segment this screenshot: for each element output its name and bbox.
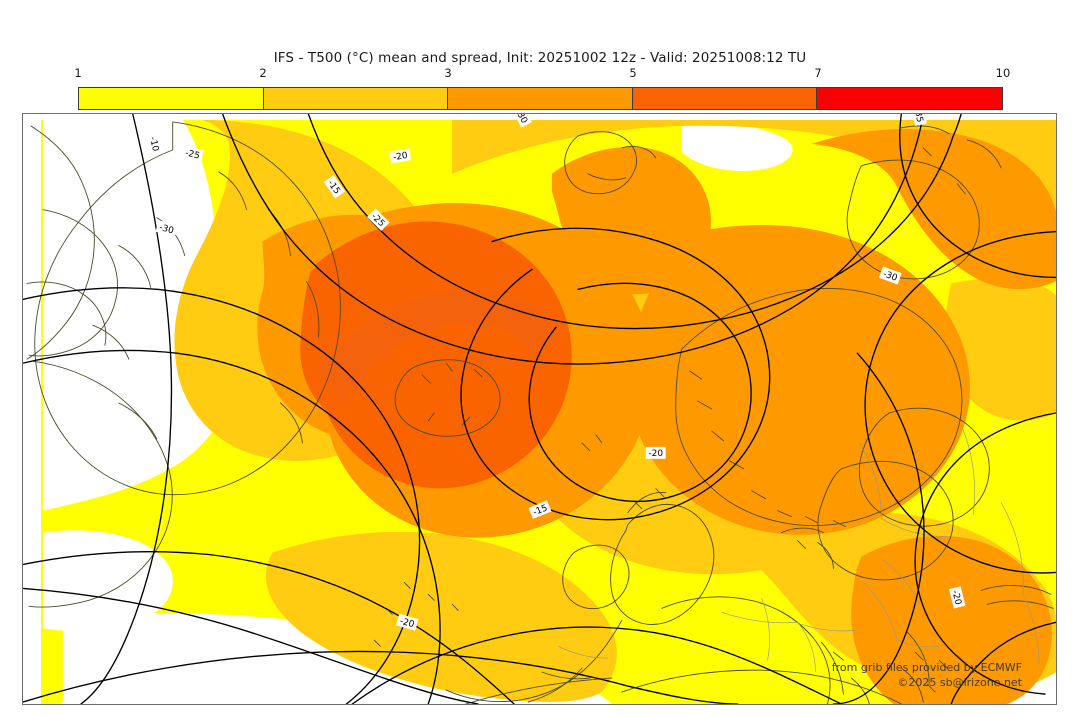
colorbar-tick-1: 1 xyxy=(74,66,82,80)
contour-label-minus20-c: -20 xyxy=(396,613,419,631)
coastline-layer xyxy=(26,121,1054,704)
svg-text:-20: -20 xyxy=(949,589,962,606)
spread-shading-layer xyxy=(40,119,1056,704)
colorbar-tick-10: 10 xyxy=(995,66,1011,80)
contour-minus10-left xyxy=(80,114,173,704)
page-title: IFS - T500 (°C) mean and spread, Init: 2… xyxy=(273,50,807,66)
coastline-greece xyxy=(900,631,948,703)
coastline-norway-fjords xyxy=(689,370,846,528)
contour-bottom-long xyxy=(23,650,739,704)
spread-streak-core xyxy=(316,254,481,390)
svg-text:-25: -25 xyxy=(184,148,201,161)
contour-label-minus30-b: -30 xyxy=(155,220,178,238)
contour-minus30-right xyxy=(864,230,1056,574)
contour-inner-loop-a xyxy=(460,227,771,521)
coastline-fjl xyxy=(900,125,1002,195)
svg-text:-20: -20 xyxy=(392,151,408,163)
contour-label-layer: -10 -15 -20 -25 xyxy=(146,114,966,631)
contour-label-minus25: -25 xyxy=(181,145,204,163)
contour-minus20-se xyxy=(832,352,925,704)
contour-label-minus20-d: -20 xyxy=(948,586,966,609)
colorbar xyxy=(78,87,1003,110)
coastline-norway xyxy=(675,288,963,527)
contour-label-minus30-right: -30 xyxy=(878,266,902,285)
coastline-svalbard-2 xyxy=(587,145,657,181)
svg-text:-30: -30 xyxy=(881,269,898,283)
colorbar-tick-2: 2 xyxy=(259,66,267,80)
coastline-greenland xyxy=(34,121,341,496)
coastline-mediterranean xyxy=(621,669,902,704)
coastline-britain xyxy=(610,503,715,625)
coastline-iceland-detail xyxy=(421,362,483,426)
coastline-italy xyxy=(821,641,870,704)
spread-streak-deep xyxy=(318,289,558,406)
svg-text:-20: -20 xyxy=(398,617,415,631)
coastline-faroes xyxy=(581,434,603,452)
map-svg: -10 -15 -20 -25 xyxy=(23,114,1056,704)
contour-layer xyxy=(23,114,1056,704)
coastline-north-africa xyxy=(464,677,613,704)
coastline-iceland xyxy=(394,359,501,437)
contour-minus25 xyxy=(23,287,421,704)
coastline-hudson xyxy=(26,281,107,346)
coastline-iberia xyxy=(527,667,591,703)
colorbar-band-1-2 xyxy=(79,88,264,109)
spread-band-orange-scandi xyxy=(611,224,970,535)
colorbar-tick-5: 5 xyxy=(629,66,637,80)
contour-label-minus20-b: -20 xyxy=(645,446,666,459)
contour-label-minus10: -10 xyxy=(146,132,163,155)
colorbar-band-7-10 xyxy=(817,88,1002,109)
colorbar-band-3-5 xyxy=(448,88,633,109)
coastline-west-europe xyxy=(661,596,831,704)
colorbar-band-5-7 xyxy=(632,88,818,109)
contour-label-minus35: -35 xyxy=(911,114,927,126)
border-scandinavia xyxy=(859,442,948,537)
coastline-novaya-zemlya xyxy=(846,159,980,280)
contour-inner-loop-b xyxy=(528,282,752,502)
contour-minus15-lower xyxy=(351,626,843,704)
spread-band-orange-ne xyxy=(811,128,1056,290)
border-balkans xyxy=(863,558,940,648)
spread-band-gold-scandi xyxy=(452,119,1056,274)
spread-band-gold-south xyxy=(265,531,617,702)
coastline-canada xyxy=(26,125,95,360)
coastline-baffin xyxy=(28,209,118,357)
border-finland-russia xyxy=(960,424,975,515)
spread-band-orange-sea xyxy=(551,147,711,295)
coastline-svalbard xyxy=(564,131,637,195)
spread-band-gold-far-right xyxy=(944,278,1056,421)
contour-minus30-main xyxy=(23,349,441,704)
contour-far-right-bottom xyxy=(950,621,1056,704)
coastline-labrador xyxy=(28,360,173,608)
contour-label-minus30-a: -30 xyxy=(512,114,533,128)
spread-gap-west xyxy=(42,530,173,631)
svg-text:-30: -30 xyxy=(513,114,529,126)
svg-text:-30: -30 xyxy=(158,223,175,237)
contour-minus15-upper xyxy=(221,114,924,365)
contour-right-lower xyxy=(914,412,1056,695)
coastline-black-sea xyxy=(980,585,1054,609)
svg-text:-10: -10 xyxy=(147,136,160,153)
coastline-ireland xyxy=(562,544,630,610)
colorbar-tick-labels: 1 2 3 5 7 10 xyxy=(74,66,1010,82)
contour-minus20-south xyxy=(23,587,479,704)
colorbar-band-2-3 xyxy=(263,88,449,109)
map-canvas: -10 -15 -20 -25 xyxy=(22,113,1057,705)
contour-minus35-right xyxy=(899,114,1056,279)
spread-gap-ne xyxy=(681,119,793,171)
coastline-denmark xyxy=(781,527,834,569)
border-iberia xyxy=(557,645,608,659)
border-alps xyxy=(801,623,856,632)
coastline-azores xyxy=(373,581,459,647)
colorbar-tick-7: 7 xyxy=(814,66,822,80)
colorbar-tick-3: 3 xyxy=(444,66,452,80)
spread-gap-greenland xyxy=(42,119,236,511)
border-central-europe xyxy=(721,598,816,673)
contour-label-minus20-a: -20 xyxy=(389,148,412,164)
svg-text:-35: -35 xyxy=(912,114,924,123)
svg-text:-20: -20 xyxy=(648,449,663,459)
